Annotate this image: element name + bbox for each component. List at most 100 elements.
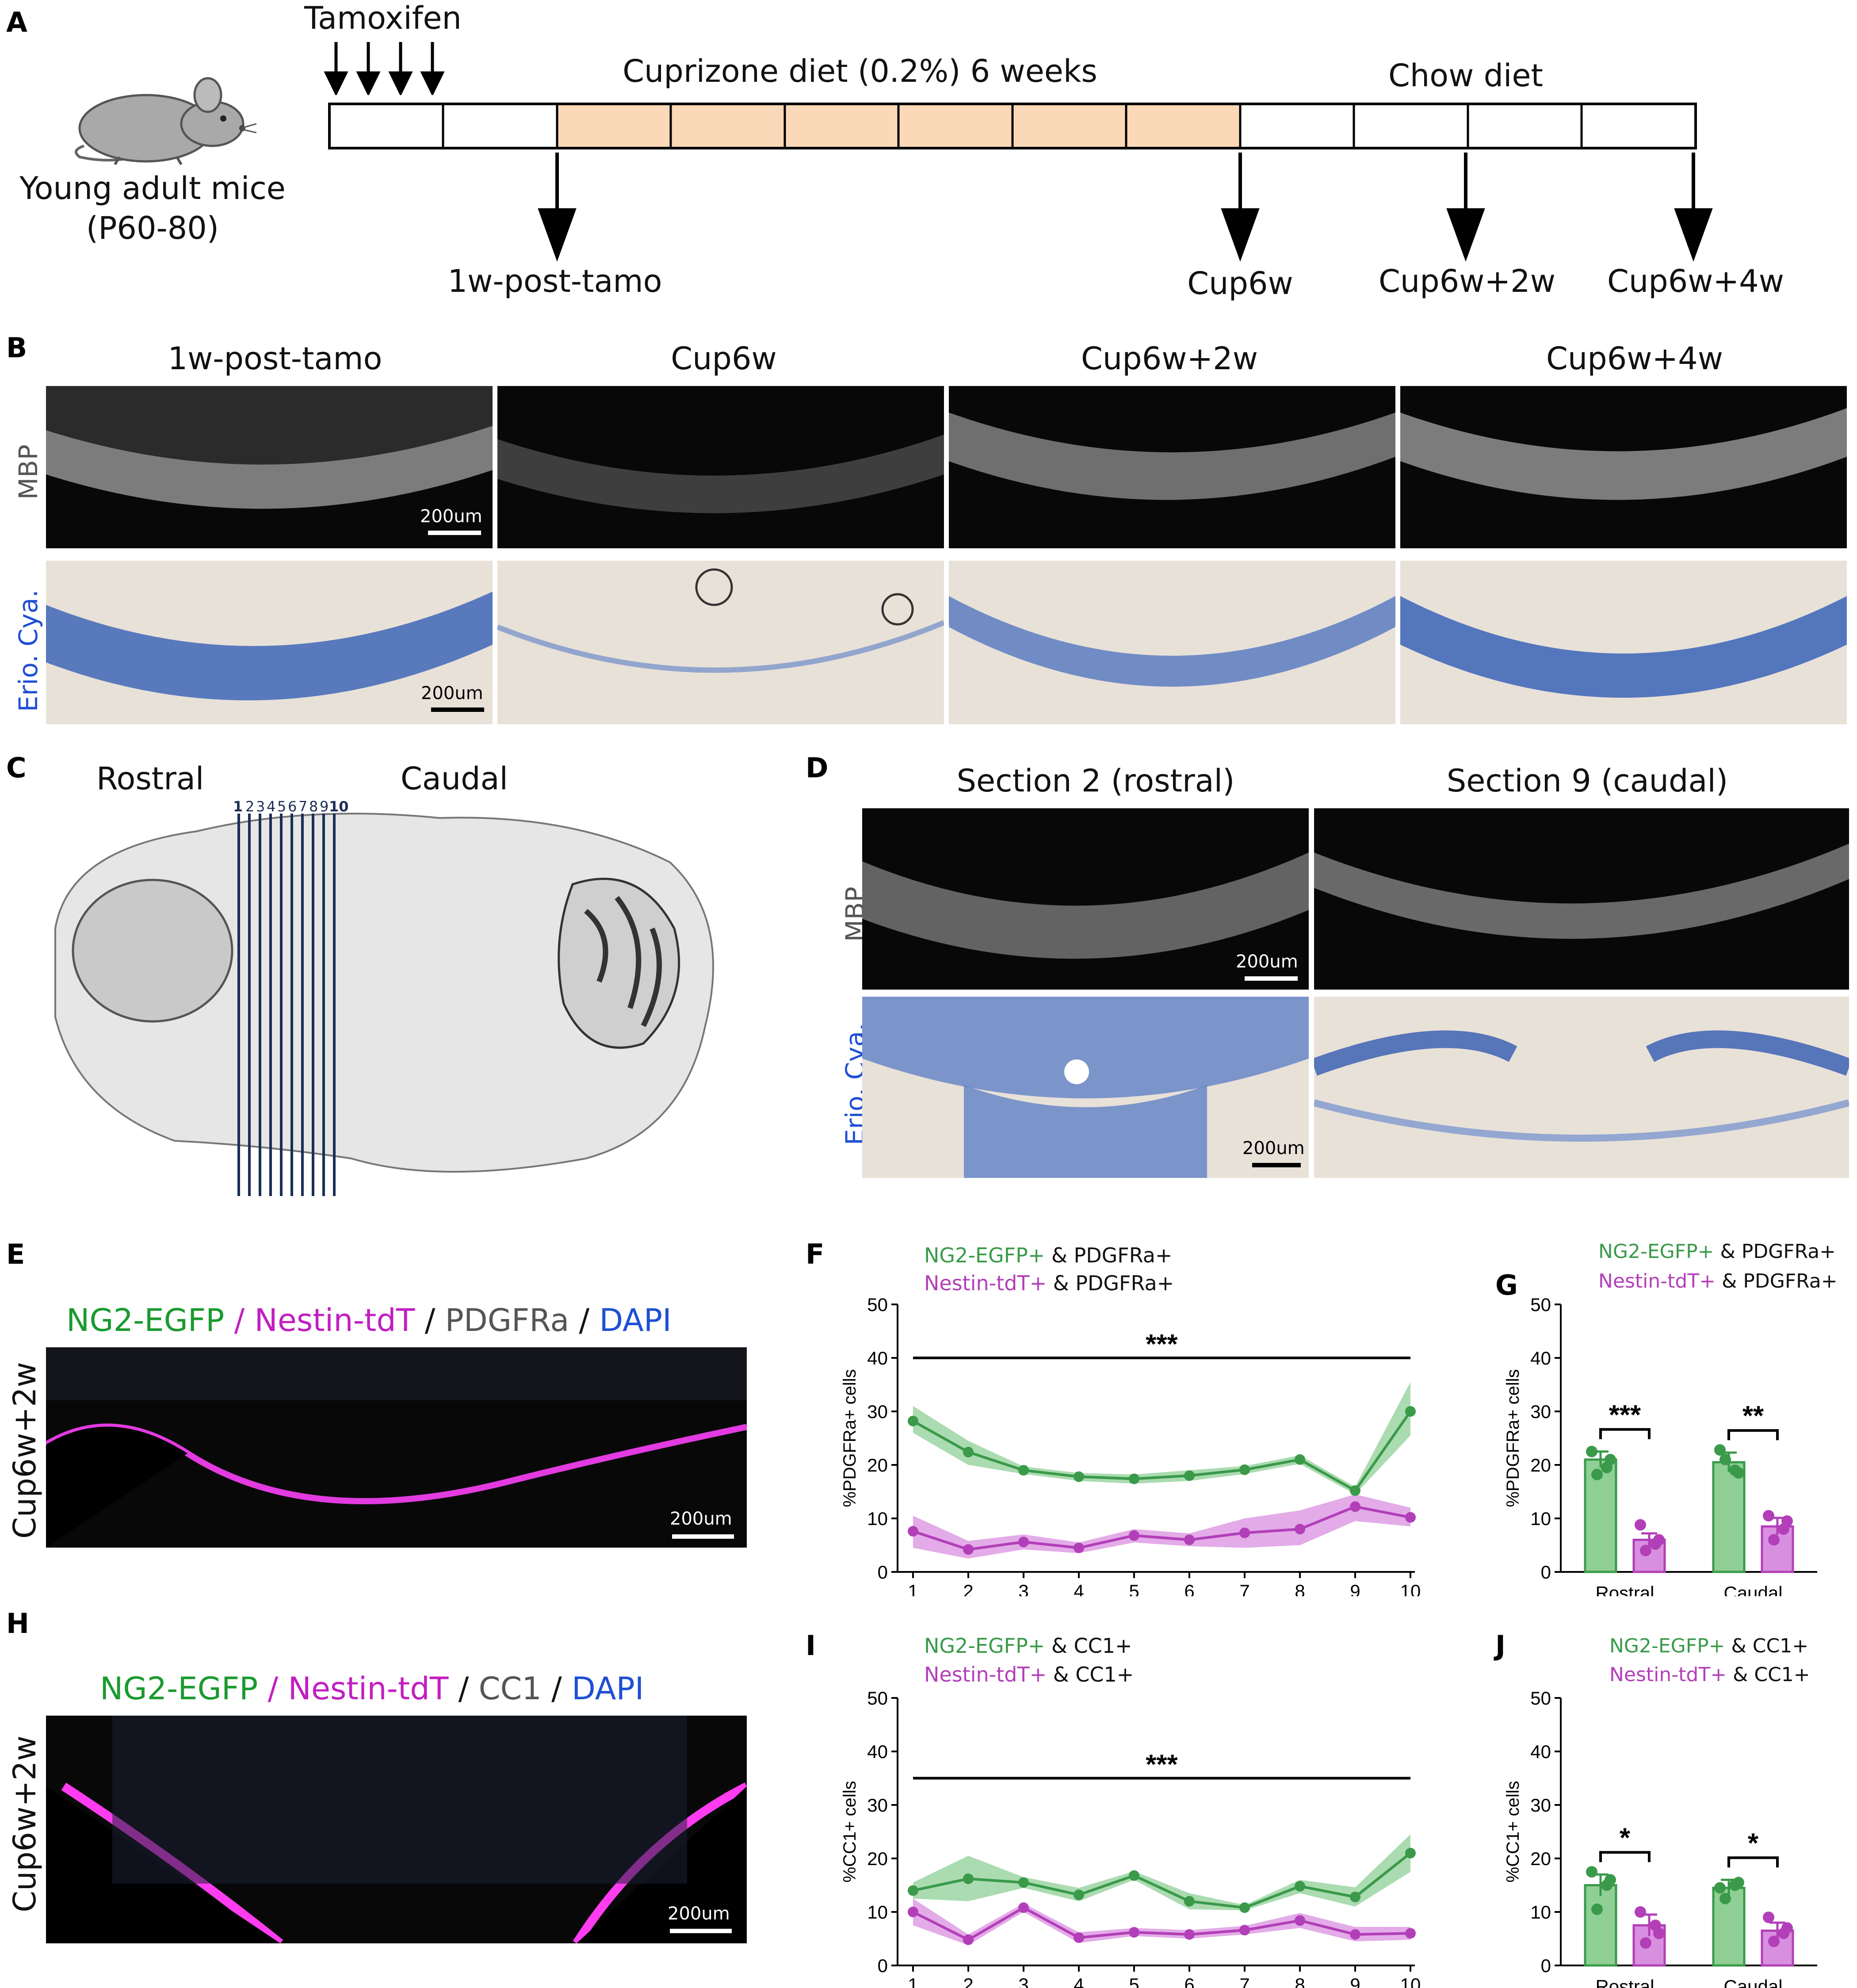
f-xtick-label: 5 (1129, 1581, 1139, 1596)
h-legend-dapi: DAPI (572, 1671, 644, 1707)
f-legend-1-a: NG2-EGFP+ (924, 1243, 1045, 1267)
panel-label-d: D (806, 752, 829, 784)
f-ytick-label: 50 (867, 1294, 888, 1315)
c-caudal: Caudal (401, 761, 508, 797)
chow-label: Chow diet (1388, 57, 1543, 94)
b-header-1: 1w-post-tamo (168, 340, 382, 377)
f-ytick-label: 40 (867, 1348, 888, 1369)
i-series-0-point (1350, 1892, 1360, 1903)
g-dot-1-0 (1640, 1545, 1651, 1556)
f-series-1-point (908, 1526, 918, 1537)
b-erio-scalebar-label: 200um (421, 683, 483, 703)
b-erio-image-4 (1400, 561, 1847, 724)
i-ytick-label: 30 (867, 1795, 888, 1816)
b-mbp-scalebar-label: 200um (420, 506, 482, 527)
i-legend-2-b: & CC1+ (1047, 1663, 1134, 1686)
f-xtick-label: 6 (1184, 1581, 1194, 1596)
g-dot-0-1 (1714, 1444, 1726, 1456)
cuprizone-label: Cuprizone diet (0.2%) 6 weeks (623, 53, 1097, 89)
g-legend-2-a: Nestin-tdT+ (1598, 1270, 1716, 1292)
i-series-1-point (1295, 1915, 1305, 1926)
chart-j-bar: 0 10 20 30 40 50 %CC1+ cells Rostral * Caudal * (1503, 1688, 1817, 1988)
g-dot-1-1 (1768, 1534, 1780, 1546)
g-dot-0-1 (1719, 1453, 1731, 1465)
j-ytick-label: 30 (1530, 1795, 1551, 1816)
f-legend-2-a: Nestin-tdT+ (924, 1271, 1047, 1295)
j-dot-1-0 (1635, 1906, 1646, 1918)
f-series-0-point (1184, 1470, 1195, 1481)
f-xtick-label: 3 (1018, 1581, 1028, 1596)
mice-label-line2: (P60-80) (86, 210, 219, 246)
panel-label-e: E (6, 1238, 25, 1270)
e-fluorescence-image (46, 1347, 747, 1548)
f-legend-2-b: & PDGFRa+ (1047, 1271, 1174, 1295)
timeline-bar (328, 103, 1697, 149)
d-header-1: Section 2 (rostral) (956, 763, 1235, 799)
timepoint-cup6w2w: Cup6w+2w (1379, 263, 1555, 299)
h-legend-nestin: Nestin-tdT (288, 1671, 449, 1707)
panel-label-j: J (1495, 1629, 1506, 1662)
tamoxifen-label: Tamoxifen (304, 0, 462, 36)
f-series-0-point (1295, 1454, 1305, 1465)
j-bar-0-0 (1584, 1884, 1617, 1967)
d-mbp-scalebar (1245, 976, 1298, 981)
i-series-0-point (1184, 1896, 1195, 1907)
i-series-1-point (963, 1934, 974, 1945)
j-dot-1-0 (1640, 1937, 1651, 1949)
b-mbp-image-2 (497, 386, 944, 548)
chart-i-line: 0 10 20 30 40 50 %CC1+ cells 1 2 3 4 5 6 7 8 9 10 *** (840, 1688, 1421, 1988)
j-dot-1-1 (1781, 1922, 1793, 1934)
f-legend-2: Nestin-tdT+ & PDGFRa+ (924, 1271, 1174, 1295)
tamoxifen-arrows (324, 42, 445, 95)
b-mbp-image-3 (949, 386, 1395, 548)
e-legend-nestin: Nestin-tdT (254, 1302, 415, 1338)
chart-f-line: 0 10 20 30 40 50 %PDGFRa+ cells 1 2 3 4 5 6 7 8 9 10 *** (840, 1294, 1421, 1596)
d-mbp-scalebar-label: 200um (1236, 952, 1298, 972)
j-dot-1-1 (1768, 1935, 1780, 1947)
d-mbp-image-2 (1314, 808, 1849, 990)
i-legend-1-b: & CC1+ (1045, 1634, 1132, 1658)
d-header-2: Section 9 (caudal) (1446, 763, 1728, 799)
i-series-1-band (913, 1898, 1410, 1946)
f-xtick-label: 9 (1350, 1581, 1360, 1596)
e-scalebar (672, 1534, 734, 1539)
f-series-0-band (913, 1382, 1410, 1495)
section-number-1: 1 (233, 798, 243, 815)
e-scalebar-label: 200um (670, 1509, 732, 1529)
i-ytick-label: 50 (867, 1688, 888, 1709)
section-number-6: 6 (288, 798, 297, 815)
chart-g-bar: 0 10 20 30 40 50 %PDGFRa+ cells Rostral *** Cauda… (1503, 1294, 1817, 1596)
section-number-4: 4 (267, 798, 276, 815)
section-number-10: 10 (329, 798, 349, 815)
panel-label-h: H (6, 1607, 29, 1640)
b-mbp-image-1 (46, 386, 493, 548)
timepoint-1w: 1w-post-tamo (447, 263, 662, 299)
h-legend-sep3: / (541, 1671, 572, 1707)
c-rostral: Rostral (96, 761, 204, 797)
d-erio-image-2 (1314, 997, 1849, 1178)
i-series-1-point (908, 1907, 918, 1917)
e-legend-sep1: / (224, 1302, 255, 1338)
section-number-5: 5 (277, 798, 287, 815)
e-legend: NG2-EGFP / Nestin-tdT / PDGFRa / DAPI (66, 1302, 672, 1338)
j-ytick-label: 40 (1530, 1741, 1551, 1762)
i-xtick-label: 9 (1350, 1974, 1360, 1988)
j-ytick-label: 20 (1530, 1848, 1551, 1869)
g-dot-0-0 (1605, 1453, 1616, 1465)
g-sig-label: *** (1609, 1400, 1641, 1430)
e-legend-ng2: NG2-EGFP (66, 1302, 225, 1338)
timepoint-cup6w: Cup6w (1187, 265, 1293, 302)
j-ytick-label: 0 (1541, 1955, 1551, 1976)
g-xtick-label: Rostral (1595, 1583, 1654, 1596)
i-xtick-label: 5 (1129, 1974, 1139, 1988)
section-number-9: 9 (320, 798, 329, 815)
g-dot-1-0 (1635, 1519, 1646, 1531)
g-xtick-label: Caudal (1723, 1583, 1782, 1596)
f-series-1-point (1129, 1530, 1139, 1541)
i-series-1-point (1350, 1929, 1360, 1940)
e-legend-sep2: / (415, 1302, 445, 1338)
i-series-0-point (1018, 1877, 1029, 1888)
i-ytick-label: 0 (878, 1955, 888, 1976)
g-ytick-label: 10 (1530, 1508, 1551, 1529)
b-erio-image-2 (497, 561, 944, 724)
